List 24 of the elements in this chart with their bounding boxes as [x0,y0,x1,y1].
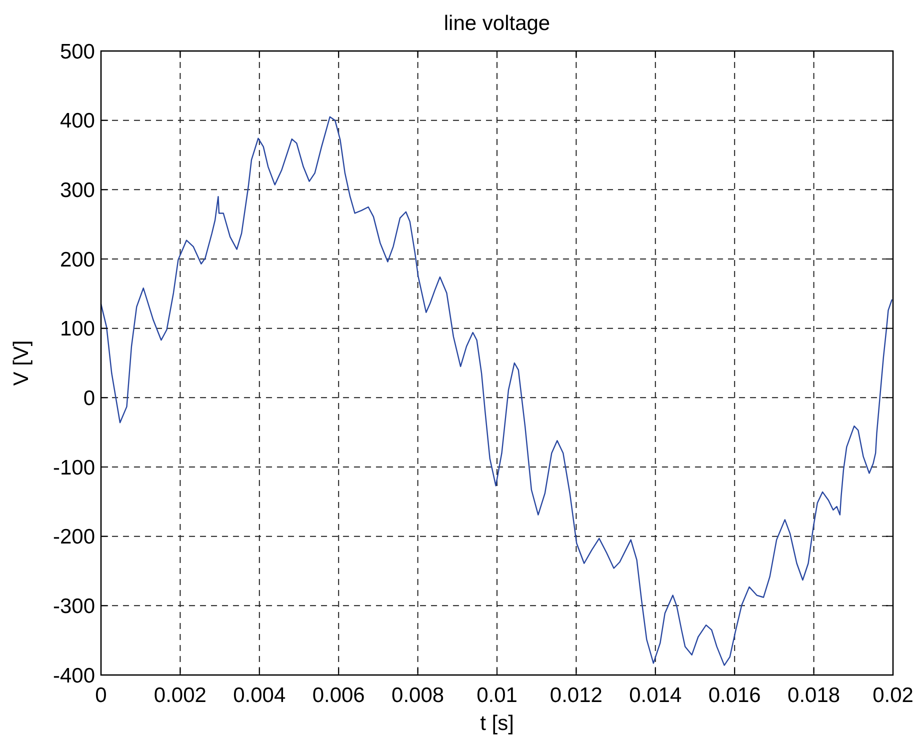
x-tick-label: 0.02 [872,684,914,707]
x-tick-label: 0.002 [154,684,206,707]
y-tick-label: -400 [52,664,95,688]
x-tick-label: 0.018 [788,684,840,707]
x-axis-title: t [s] [480,712,514,735]
x-tick-label: 0.01 [476,684,518,707]
line-series [100,116,892,666]
y-tick-label: 300 [60,179,95,202]
x-tick-label: 0.006 [312,684,365,707]
y-tick-label: -200 [52,526,95,549]
x-tick-label: 0.012 [550,684,602,707]
y-tick-label: 100 [60,318,95,341]
x-tick-label: 0.014 [629,684,682,707]
y-tick-label: 0 [83,387,95,410]
x-tick-label: 0.008 [392,684,444,707]
y-axis-title: V [V] [10,340,33,386]
y-tick-label: -100 [52,456,95,480]
y-tick-label: 400 [60,110,95,133]
y-tick-label: -300 [52,595,95,618]
x-tick-label: 0.004 [233,684,286,707]
chart-title: line voltage [444,12,550,35]
x-tick-label: 0.016 [708,684,761,707]
y-tick-label: 500 [60,40,95,64]
y-tick-label: 200 [60,248,95,272]
